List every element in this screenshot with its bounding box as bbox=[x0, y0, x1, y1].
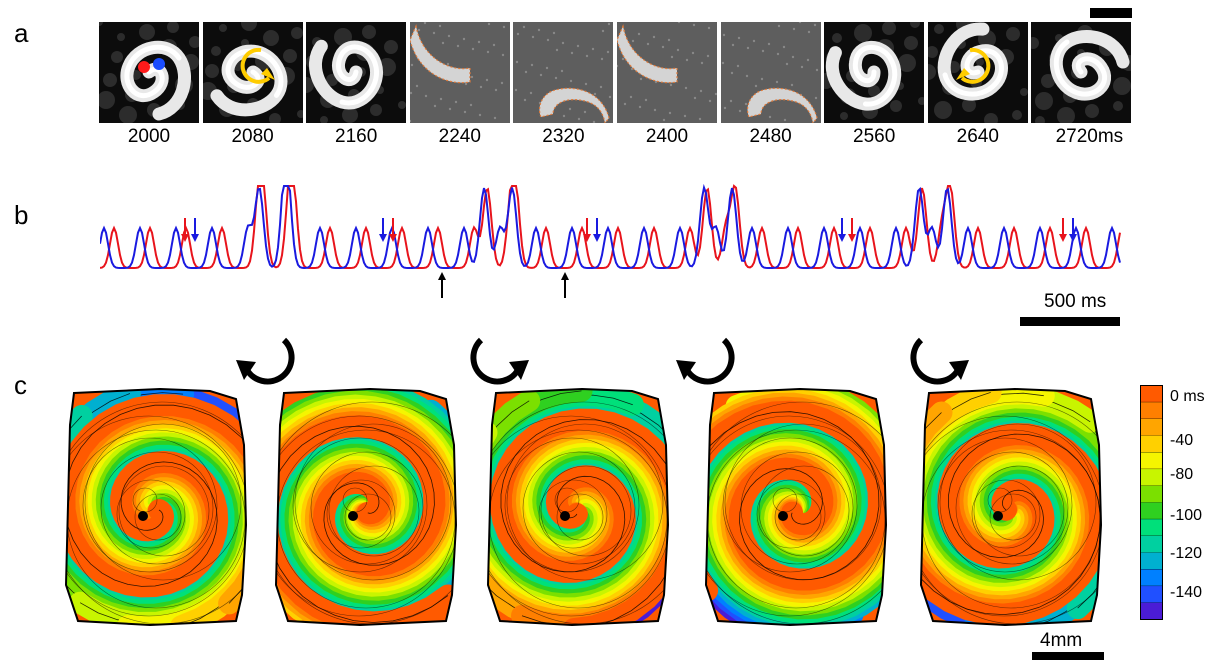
colorbar bbox=[1140, 385, 1163, 620]
colorbar-cell bbox=[1140, 502, 1163, 520]
colorbar-tick-5: -140 bbox=[1170, 584, 1203, 601]
frame-time-label: 2720ms bbox=[1055, 126, 1124, 147]
red-arrow-icon bbox=[1059, 218, 1067, 242]
frame-3 bbox=[409, 22, 510, 123]
frame-time-label: 2000 bbox=[127, 126, 171, 147]
blue-trace bbox=[100, 183, 1121, 270]
colorbar-tick-3: -100 bbox=[1170, 507, 1203, 524]
frame-2 bbox=[306, 22, 407, 123]
frame-6 bbox=[720, 22, 821, 123]
trace-arrows bbox=[181, 218, 1077, 298]
frame-image bbox=[306, 22, 407, 123]
frame-image bbox=[720, 22, 821, 123]
frame-4 bbox=[513, 22, 614, 123]
colorbar-tick-2: -80 bbox=[1170, 466, 1194, 483]
panel-label-a: a bbox=[14, 18, 29, 48]
frame-time-label: 2240 bbox=[438, 126, 481, 147]
frame-image bbox=[409, 22, 510, 123]
blue-arrow-icon bbox=[838, 218, 846, 242]
colorbar-cell bbox=[1140, 402, 1163, 420]
colorbar-cell bbox=[1140, 535, 1163, 554]
activation-map bbox=[486, 387, 670, 627]
colorbar-cell bbox=[1140, 469, 1163, 487]
activation-map bbox=[64, 387, 248, 627]
colorbar-cells bbox=[1140, 385, 1163, 620]
red-arrow-icon bbox=[181, 218, 189, 242]
blue-arrow-icon bbox=[379, 218, 387, 242]
frame-1 bbox=[202, 22, 303, 123]
frame-8 bbox=[927, 22, 1028, 123]
frame-image bbox=[927, 22, 1028, 123]
colorbar-cell bbox=[1140, 519, 1163, 537]
counterclockwise-rotation-icon bbox=[236, 337, 295, 385]
colorbar-cell bbox=[1140, 435, 1163, 453]
panel-b-scalebar-label: 500 ms bbox=[1044, 291, 1107, 312]
red-arrow-icon bbox=[389, 218, 397, 242]
black-up-arrow-icon bbox=[561, 272, 569, 298]
colorbar-tick-0: 0 ms bbox=[1170, 388, 1205, 405]
red-dot bbox=[138, 61, 150, 73]
blue-arrow-icon bbox=[1069, 218, 1077, 242]
frame-time-label: 2400 bbox=[645, 126, 689, 147]
activation-map bbox=[274, 387, 458, 627]
panel-a-scalebar bbox=[1090, 8, 1132, 18]
frame-image bbox=[824, 22, 925, 123]
panel-label-b: b bbox=[14, 200, 29, 230]
colorbar-cell bbox=[1140, 602, 1163, 620]
panel-label-c: c bbox=[14, 370, 27, 400]
frame-time-label: 2320 bbox=[542, 126, 585, 147]
activation-map bbox=[919, 387, 1103, 627]
frame-image bbox=[617, 22, 717, 123]
frame-image bbox=[513, 22, 614, 123]
colorbar-tick-1: -40 bbox=[1170, 432, 1194, 449]
black-up-arrow-icon bbox=[438, 272, 446, 298]
blue-arrow-icon bbox=[191, 218, 199, 242]
colorbar-tick-4: -120 bbox=[1170, 545, 1203, 562]
colorbar-cell bbox=[1140, 552, 1163, 570]
panel-b-scalebar bbox=[1020, 317, 1120, 326]
red-arrow-icon bbox=[583, 218, 591, 242]
clockwise-rotation-icon bbox=[470, 337, 529, 385]
frame-time-label: 2640 bbox=[956, 126, 999, 147]
red-arrow-icon bbox=[848, 218, 856, 242]
frame-time-label: 2160 bbox=[335, 126, 378, 147]
frame-image bbox=[99, 22, 199, 123]
panel-c-scalebar bbox=[1032, 652, 1104, 660]
frame-time-label: 2480 bbox=[749, 126, 792, 147]
panel-c-scalebar-label: 4mm bbox=[1040, 630, 1083, 651]
frame-5 bbox=[617, 22, 717, 123]
frame-image bbox=[1031, 22, 1132, 123]
blue-dot bbox=[153, 58, 165, 70]
counterclockwise-rotation-icon bbox=[676, 337, 735, 385]
red-trace bbox=[100, 184, 1121, 269]
colorbar-cell bbox=[1140, 418, 1163, 437]
optical-traces bbox=[100, 183, 1121, 298]
frame-7 bbox=[824, 22, 925, 123]
frame-time-label: 2080 bbox=[231, 126, 274, 147]
frame-9 bbox=[1031, 22, 1132, 123]
frame-0 bbox=[99, 22, 199, 123]
frame-time-label: 2560 bbox=[853, 126, 896, 147]
clockwise-rotation-icon bbox=[910, 337, 969, 385]
activation-map bbox=[704, 387, 888, 627]
colorbar-cell bbox=[1140, 485, 1163, 503]
blue-arrow-icon bbox=[593, 218, 601, 242]
colorbar-cell bbox=[1140, 385, 1163, 403]
clockwise-arrow-icon bbox=[240, 47, 275, 84]
colorbar-cell bbox=[1140, 569, 1163, 587]
colorbar-cell bbox=[1140, 452, 1163, 470]
colorbar-cell bbox=[1140, 586, 1163, 604]
counterclockwise-arrow-icon bbox=[955, 47, 991, 84]
frame-image bbox=[202, 22, 303, 123]
